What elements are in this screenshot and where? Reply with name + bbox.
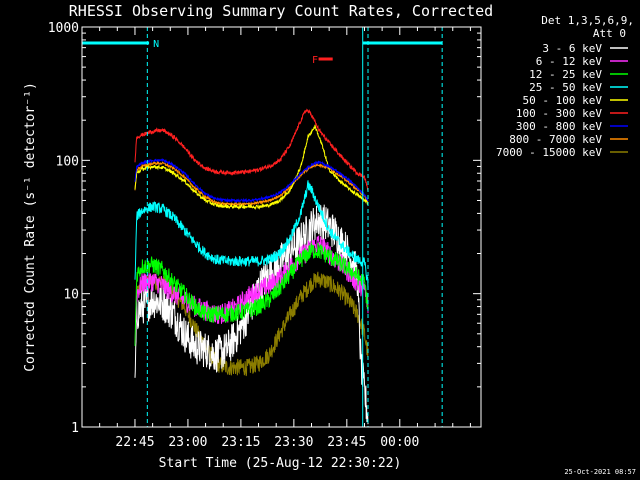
legend-header-line2: Att 0 [593, 27, 626, 40]
x-tick-label: 23:30 [274, 435, 313, 450]
x-tick-label: 00:00 [380, 435, 419, 450]
legend-label-5: 100 - 300 keV [516, 107, 602, 120]
series-line-12-25kev [134, 242, 369, 346]
series-line-50-100kev [134, 124, 369, 211]
timestamp: 25-Oct-2021 08:57 [564, 468, 636, 476]
legend-label-4: 50 - 100 keV [523, 94, 603, 107]
y-tick-label-10: 10 [63, 288, 79, 303]
legend-label-2: 12 - 25 keV [529, 68, 602, 81]
flag-group: NF [82, 39, 443, 66]
y-axis-label: Corrected Count Rate (s⁻¹ detector⁻¹) [23, 82, 38, 372]
chart-title: RHESSI Observing Summary Count Rates, Co… [69, 2, 493, 20]
y-tick-label-1: 1 [71, 421, 79, 436]
x-tick-label: 22:45 [115, 435, 154, 450]
series-line-300-800kev [134, 158, 369, 204]
y-tick-label-1000: 1000 [48, 21, 79, 36]
y-tick-label-100: 100 [56, 154, 79, 169]
x-tick-label: 23:15 [221, 435, 260, 450]
series-line-100-300kev [134, 108, 369, 191]
x-axis-ticks: 22:45 23:00 23:15 23:30 23:45 00:00 [81, 27, 471, 450]
series-group [134, 108, 369, 425]
legend-label-1: 6 - 12 keV [536, 55, 603, 68]
x-tick-label: 23:45 [327, 435, 366, 450]
flag-label-f: F [312, 55, 318, 66]
x-axis-label: Start Time (25-Aug-12 22:30:22) [159, 456, 402, 471]
flag-label-n: N [153, 39, 159, 50]
legend-label-6: 300 - 800 keV [516, 120, 602, 133]
x-tick-label: 23:00 [168, 435, 207, 450]
legend-label-0: 3 - 6 keV [542, 42, 602, 55]
series-line-25-50kev [134, 180, 369, 288]
legend-label-8: 7000 - 15000 keV [496, 146, 602, 159]
plot-frame [81, 26, 482, 428]
plot-area: NF [82, 27, 443, 427]
y-axis-ticks: 1 10 100 1000 [48, 21, 481, 436]
vline-group [146, 27, 443, 427]
legend-label-3: 25 - 50 keV [529, 81, 602, 94]
legend-label-7: 800 - 7000 keV [509, 133, 602, 146]
legend-header-line1: Det 1,3,5,6,9, [541, 14, 634, 27]
